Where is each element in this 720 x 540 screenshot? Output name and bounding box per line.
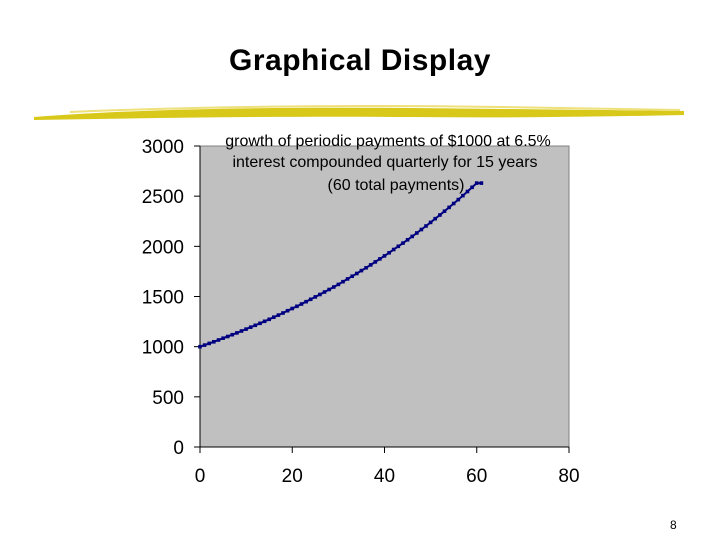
data-point (391, 247, 396, 252)
data-point (410, 234, 414, 239)
data-point (295, 304, 299, 309)
x-tick-label: 80 (558, 466, 579, 487)
data-point (387, 251, 391, 255)
data-point (285, 308, 290, 313)
data-point (304, 299, 308, 304)
data-point (336, 282, 341, 287)
y-tick-label: 1500 (142, 288, 184, 309)
data-point (225, 334, 230, 339)
plot-area (199, 145, 570, 448)
data-point (373, 260, 378, 264)
y-tick-label: 3000 (142, 137, 184, 158)
data-point (350, 274, 354, 278)
data-point (438, 213, 442, 217)
x-tick-label: 20 (282, 466, 303, 487)
data-point (405, 238, 410, 242)
data-point (216, 338, 221, 342)
data-point (415, 231, 419, 235)
title-underline-stroke (34, 107, 684, 120)
data-point (447, 205, 451, 210)
data-point (198, 344, 202, 349)
data-point (401, 241, 405, 245)
data-point (465, 189, 470, 194)
slide-title: Graphical Display (229, 44, 491, 77)
data-point (322, 290, 327, 294)
data-point (230, 332, 235, 337)
data-point (456, 197, 461, 202)
data-point (396, 244, 401, 249)
data-point (308, 297, 313, 302)
data-point (258, 321, 262, 326)
data-point (281, 311, 285, 315)
data-point (221, 336, 225, 340)
data-point (382, 254, 387, 258)
data-point (332, 285, 336, 289)
data-point (470, 185, 474, 190)
y-tick-label: 0 (173, 438, 184, 459)
data-point (345, 277, 350, 281)
data-point (290, 306, 294, 311)
data-point (424, 224, 428, 228)
data-point (202, 343, 207, 347)
title-underline-rule (34, 105, 684, 120)
data-point (327, 287, 331, 292)
data-point (433, 216, 437, 221)
chart-title-line: growth of periodic payments of $1000 at … (225, 133, 551, 150)
data-point (364, 266, 368, 270)
data-point (212, 340, 216, 344)
data-point (355, 271, 359, 276)
data-point (442, 209, 447, 213)
x-tick-label: 60 (466, 466, 487, 487)
data-point (318, 292, 322, 297)
data-point (244, 327, 248, 331)
data-point (451, 201, 456, 206)
x-tick-label: 40 (374, 466, 395, 487)
x-tick-label: 0 (195, 466, 206, 487)
data-point (368, 263, 373, 267)
data-point (474, 181, 479, 185)
data-point (248, 325, 253, 329)
line-chart: 0 500 1000 1500 2000 2500 3000 0 20 40 60 80 growth … (142, 133, 580, 487)
data-point (276, 313, 281, 317)
data-point (378, 257, 382, 261)
chart-area: 0 500 1000 1500 2000 2500 3000 0 20 40 60 80 growth … (132, 128, 590, 498)
data-point (461, 193, 465, 198)
y-tick-label: 2500 (142, 187, 184, 208)
data-point (359, 268, 364, 273)
data-point (341, 279, 345, 284)
data-point (239, 329, 244, 333)
chart-title-line: (60 total payments) (328, 177, 465, 194)
data-point (207, 341, 211, 346)
data-point (419, 227, 424, 232)
data-point (479, 181, 484, 185)
data-point (253, 323, 258, 328)
chart-title-line: interest compounded quarterly for 15 yea… (232, 154, 537, 171)
page-number: 8 (670, 518, 677, 532)
data-point (428, 220, 433, 225)
y-tick-label: 2000 (142, 237, 184, 258)
data-point (267, 317, 271, 322)
y-tick-label: 1000 (142, 338, 184, 359)
data-point (272, 315, 276, 319)
data-point (313, 295, 318, 299)
data-point (262, 319, 267, 324)
data-point (235, 331, 239, 335)
y-tick-label: 500 (152, 388, 184, 409)
title-underline-highlight (69, 105, 681, 113)
data-point (299, 302, 304, 306)
